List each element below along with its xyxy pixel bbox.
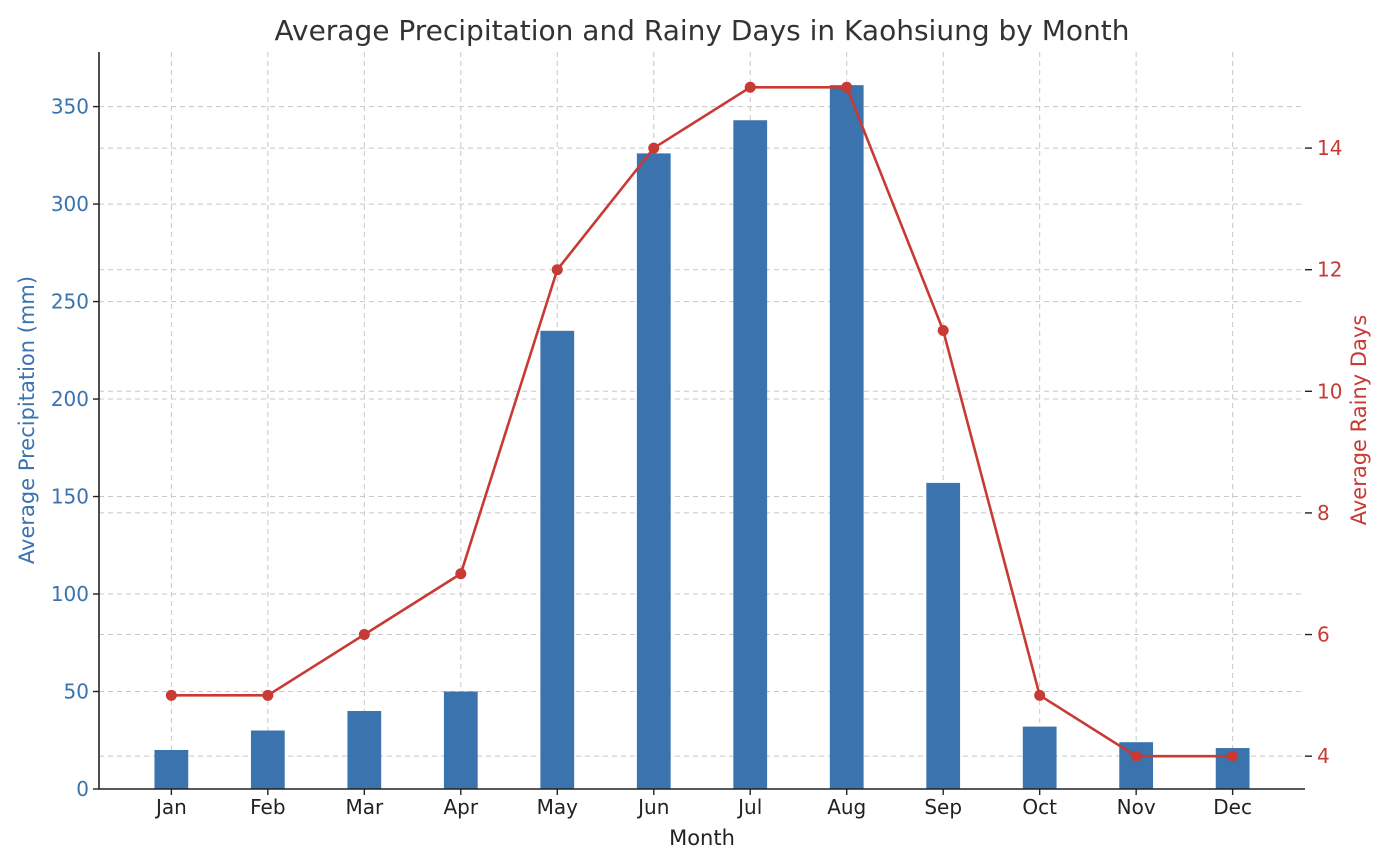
y-right-tick-label-14: 14	[1317, 136, 1342, 160]
x-tick-label-may: May	[537, 795, 579, 819]
y-axis-right-label: Average Rainy Days	[1347, 315, 1371, 526]
x-tick-label-jun: Jun	[636, 795, 669, 819]
rainy-days-line	[171, 85, 1233, 758]
y-right-tick-label-8: 8	[1317, 501, 1330, 525]
bar-jun	[636, 153, 671, 790]
x-tick-label-mar: Mar	[345, 795, 384, 819]
y-left-tick-label-350: 350	[51, 95, 89, 119]
x-tick-label-dec: Dec	[1213, 795, 1252, 819]
x-tick-label-feb: Feb	[250, 795, 285, 819]
bar-aug	[829, 85, 864, 789]
x-axis-label: Month	[669, 826, 735, 850]
grid-layer	[99, 52, 1305, 790]
x-tick-label-sep: Sep	[924, 795, 962, 819]
bar-mar	[347, 711, 382, 789]
y-axis-left-label: Average Precipitation (mm)	[15, 276, 39, 564]
bar-feb	[250, 730, 285, 789]
rainy-days-point-mar	[358, 629, 370, 641]
rainy-days-point-feb	[262, 689, 274, 701]
y-left-tick-label-100: 100	[51, 582, 89, 606]
y-left-tick-label-150: 150	[51, 485, 89, 509]
y-right-tick-label-10: 10	[1317, 379, 1342, 403]
y-left-tick-label-50: 50	[64, 680, 89, 704]
rainy-days-point-nov	[1130, 750, 1142, 762]
y-right-tick-label-12: 12	[1317, 258, 1342, 282]
x-tick-label-oct: Oct	[1022, 795, 1057, 819]
bar-jan	[154, 750, 189, 789]
x-tick-label-apr: Apr	[443, 795, 478, 819]
rainy-days-point-jan	[165, 689, 177, 701]
bar-apr	[443, 691, 478, 789]
rainy-days-point-sep	[937, 325, 949, 337]
y-left-tick-label-0: 0	[76, 777, 89, 801]
bar-oct	[1022, 726, 1057, 789]
rainy-days-point-aug	[841, 81, 853, 93]
rainy-days-point-may	[551, 264, 563, 276]
tick-layer: 0 50 100 150 200 250 300 350 4 6 8 10 12 14 Jan Feb Mar A…	[51, 95, 1343, 819]
y-left-tick-label-200: 200	[51, 387, 89, 411]
axis-layer	[98, 52, 1305, 790]
bar-jul	[733, 120, 768, 790]
x-tick-label-aug: Aug	[827, 795, 866, 819]
bar-layer	[154, 85, 1250, 790]
y-left-tick-label-250: 250	[51, 290, 89, 314]
rainy-days-point-oct	[1034, 689, 1046, 701]
bar-sep	[926, 482, 961, 789]
bar-may	[540, 330, 575, 789]
rainy-days-point-apr	[455, 568, 467, 580]
y-left-tick-label-300: 300	[51, 192, 89, 216]
x-tick-label-jan: Jan	[154, 795, 187, 819]
y-right-tick-label-6: 6	[1317, 623, 1330, 647]
chart-title: Average Precipitation and Rainy Days in …	[274, 14, 1129, 47]
x-tick-label-jul: Jul	[736, 795, 762, 819]
y-right-tick-label-4: 4	[1317, 744, 1330, 768]
line-layer	[165, 81, 1239, 762]
x-tick-label-nov: Nov	[1117, 795, 1156, 819]
rainy-days-point-jul	[744, 81, 756, 93]
rainy-days-point-jun	[648, 142, 660, 154]
rainy-days-point-dec	[1227, 750, 1239, 762]
